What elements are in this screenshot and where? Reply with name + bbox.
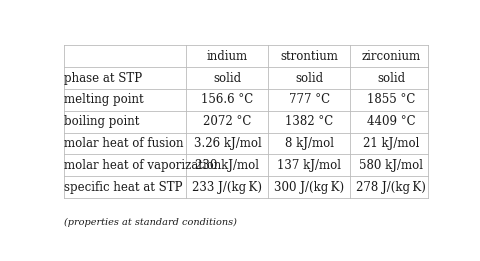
Text: 777 °C: 777 °C — [288, 93, 330, 106]
Text: indium: indium — [207, 50, 248, 63]
Text: 300 J/(kg K): 300 J/(kg K) — [274, 181, 344, 194]
Text: 3.26 kJ/mol: 3.26 kJ/mol — [193, 137, 261, 150]
Text: boiling point: boiling point — [64, 115, 140, 128]
Text: 156.6 °C: 156.6 °C — [201, 93, 253, 106]
Text: zirconium: zirconium — [361, 50, 420, 63]
Text: phase at STP: phase at STP — [64, 72, 143, 85]
Text: strontium: strontium — [280, 50, 338, 63]
Text: 2072 °C: 2072 °C — [203, 115, 252, 128]
Text: 1382 °C: 1382 °C — [285, 115, 334, 128]
Text: 1855 °C: 1855 °C — [367, 93, 415, 106]
Text: 278 J/(kg K): 278 J/(kg K) — [356, 181, 426, 194]
Text: 230 kJ/mol: 230 kJ/mol — [195, 159, 259, 172]
Text: solid: solid — [295, 72, 324, 85]
Text: 137 kJ/mol: 137 kJ/mol — [277, 159, 341, 172]
Text: molar heat of fusion: molar heat of fusion — [64, 137, 184, 150]
Text: molar heat of vaporization: molar heat of vaporization — [64, 159, 222, 172]
Text: 4409 °C: 4409 °C — [367, 115, 415, 128]
Text: 21 kJ/mol: 21 kJ/mol — [363, 137, 419, 150]
Text: solid: solid — [213, 72, 241, 85]
Text: 233 J/(kg K): 233 J/(kg K) — [192, 181, 263, 194]
Text: melting point: melting point — [64, 93, 144, 106]
Text: (properties at standard conditions): (properties at standard conditions) — [64, 218, 237, 227]
Text: 8 kJ/mol: 8 kJ/mol — [285, 137, 334, 150]
Text: 580 kJ/mol: 580 kJ/mol — [359, 159, 423, 172]
Text: solid: solid — [377, 72, 405, 85]
Text: specific heat at STP: specific heat at STP — [64, 181, 183, 194]
